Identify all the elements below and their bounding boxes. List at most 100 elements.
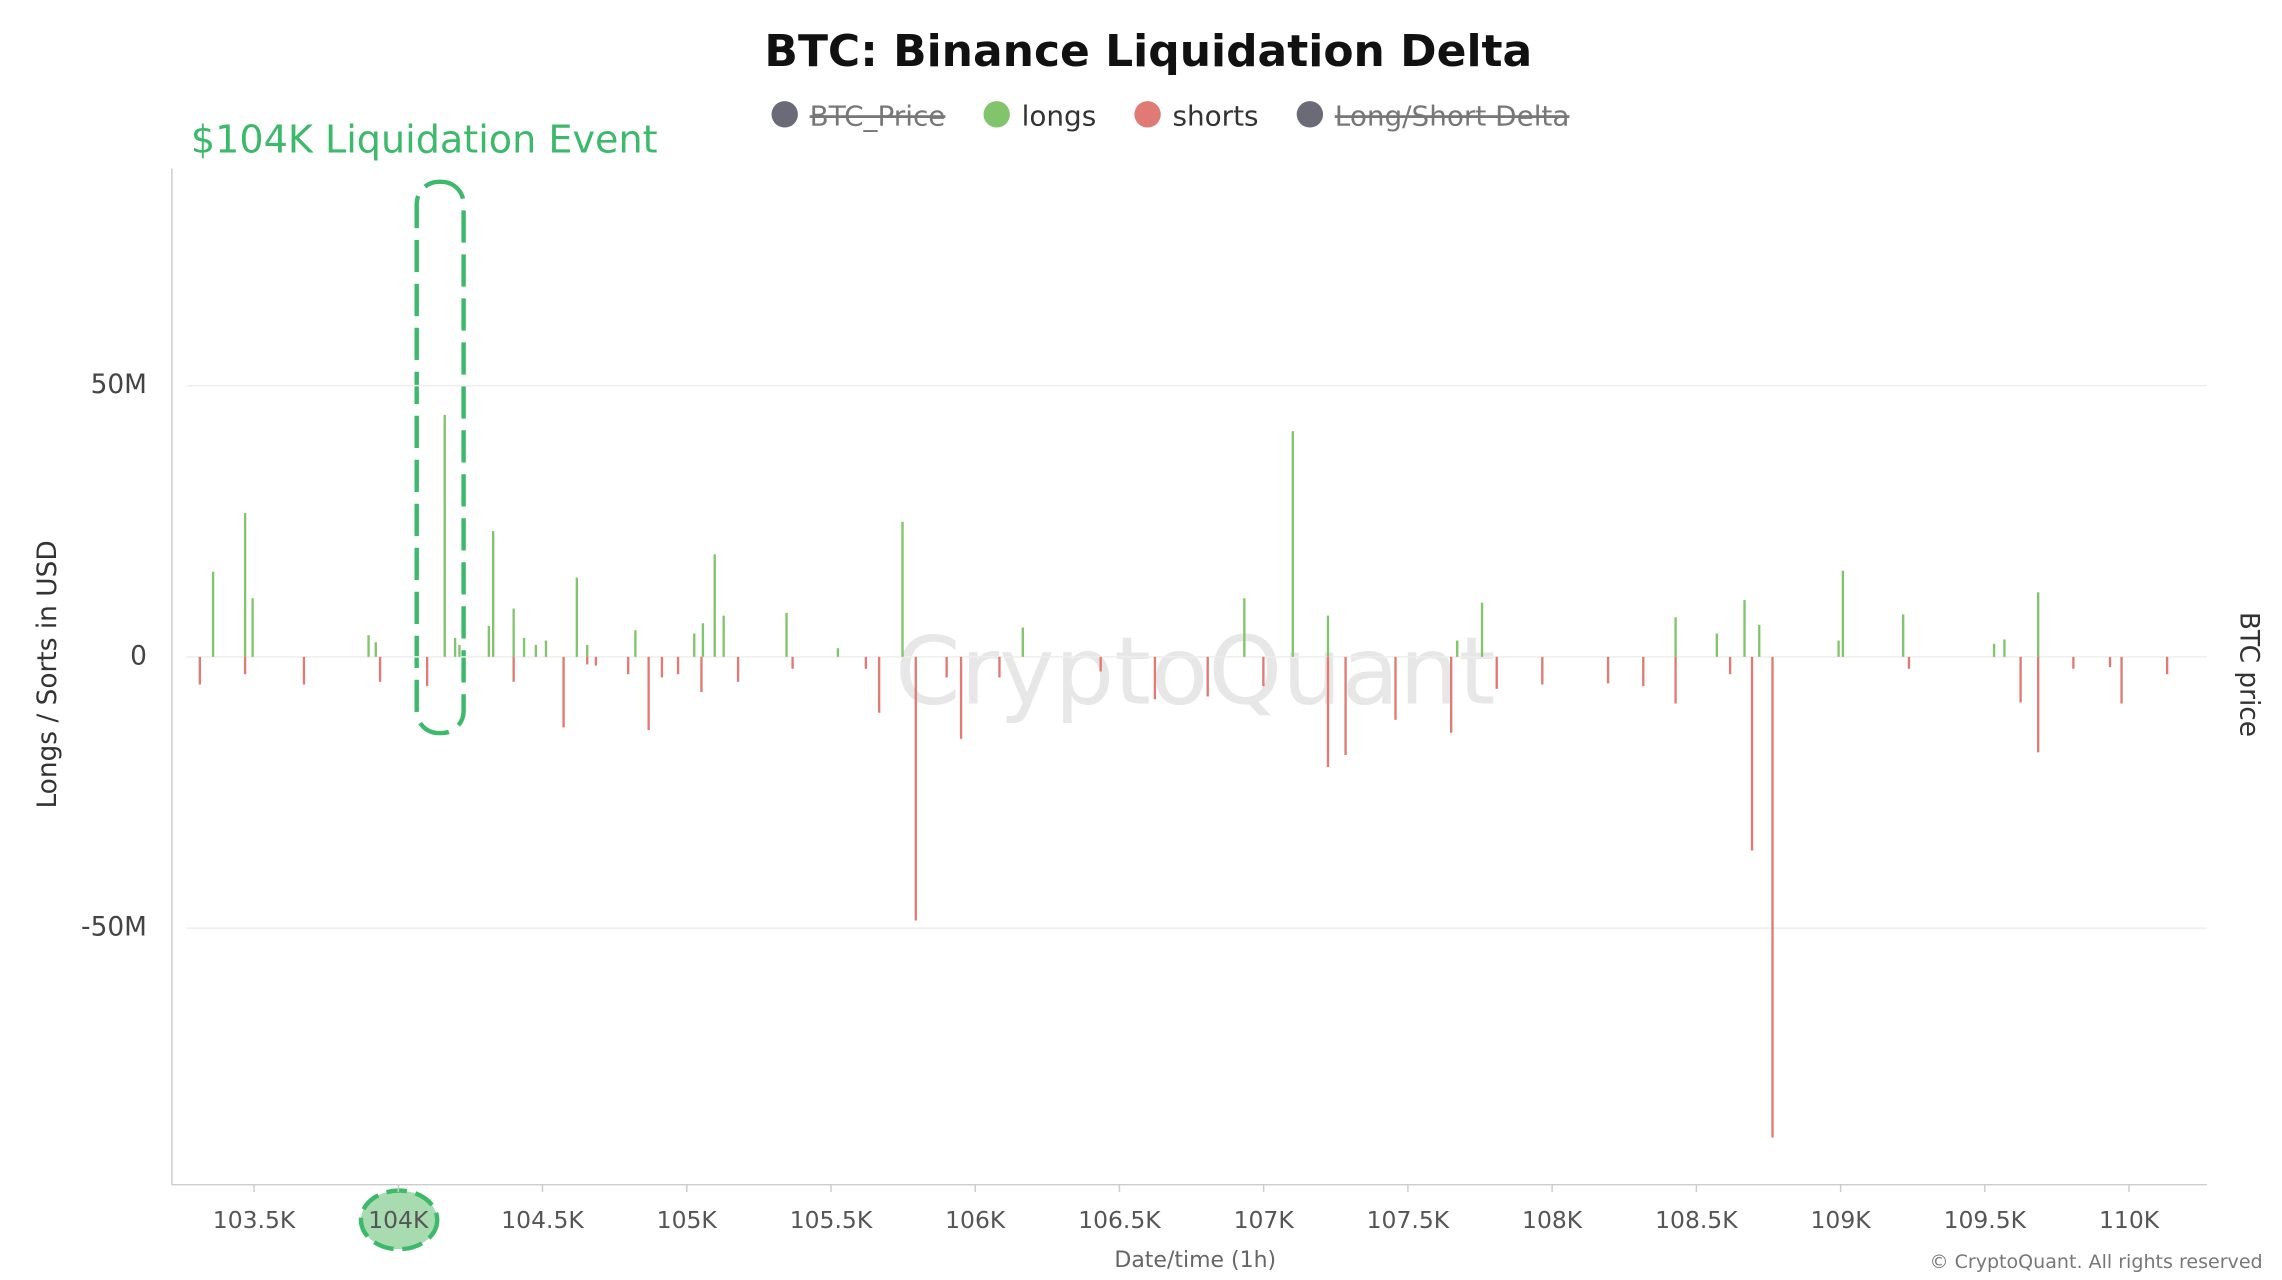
bar — [544, 640, 548, 657]
legend-label: Long/Short Delta — [1335, 99, 1570, 132]
legend-marker — [1296, 101, 1324, 128]
legend-label: longs — [1022, 99, 1097, 132]
bar — [1606, 656, 1610, 684]
bar — [785, 612, 788, 657]
x-axis-title: Date/time (1h) — [1114, 1248, 1276, 1273]
bar — [243, 656, 247, 675]
x-tick-label: 107.5K — [1367, 1206, 1450, 1234]
bar — [836, 648, 840, 657]
highlight-box — [414, 179, 466, 736]
bar — [302, 656, 306, 685]
bar — [1728, 656, 1732, 675]
bar — [627, 656, 630, 675]
bar — [1206, 656, 1209, 697]
bar — [512, 608, 515, 657]
bar — [492, 530, 495, 657]
bar — [2072, 656, 2075, 669]
bar — [1758, 624, 1761, 657]
bar — [487, 625, 491, 657]
bar — [534, 644, 538, 657]
bar — [586, 644, 589, 657]
bar — [1449, 656, 1453, 733]
bar — [791, 656, 794, 669]
bar — [1841, 570, 1845, 657]
bar — [458, 644, 461, 657]
bar — [2037, 592, 2040, 657]
bar — [453, 637, 457, 657]
chart-title: BTC: Binance Liquidation Delta — [764, 26, 1532, 77]
bar — [1291, 431, 1294, 657]
watermark: CryptoQuant — [895, 617, 1495, 726]
legend-marker — [1134, 101, 1161, 128]
y-tick-label: 0 — [130, 641, 147, 671]
bar — [676, 656, 680, 675]
bar — [1541, 656, 1544, 685]
x-tick-label: 107K — [1234, 1206, 1295, 1234]
bar — [575, 577, 579, 657]
bar — [1153, 656, 1157, 700]
bar — [877, 656, 881, 713]
y-tick-label: 50M — [91, 370, 147, 400]
x-tick-label: 109K — [1811, 1206, 1872, 1234]
bar — [1837, 640, 1840, 657]
x-tick-label: 103.5K — [213, 1206, 296, 1234]
bar — [512, 656, 515, 682]
x-tick-label: 105K — [657, 1206, 718, 1234]
bar — [522, 637, 526, 657]
legend-marker — [771, 101, 798, 128]
bar — [2120, 656, 2123, 704]
bar — [959, 656, 963, 739]
y-axis-title: Longs / Sorts in USD — [33, 540, 63, 808]
bar — [1750, 656, 1754, 851]
legend-label: shorts — [1172, 99, 1258, 132]
bar — [1326, 656, 1330, 767]
bar — [425, 656, 429, 687]
bar — [1480, 602, 1484, 657]
bar — [1394, 656, 1397, 720]
legend-marker — [983, 101, 1010, 128]
x-tick-label: 108.5K — [1655, 1206, 1738, 1234]
bar — [443, 414, 446, 657]
bar — [864, 656, 868, 669]
bar — [1243, 598, 1246, 657]
bar — [634, 630, 637, 657]
bar — [701, 623, 705, 657]
bar — [722, 615, 725, 657]
bar — [647, 656, 650, 731]
bar — [562, 656, 565, 728]
bar — [736, 656, 740, 682]
bar — [1456, 640, 1459, 657]
x-tick-label: 106.5K — [1078, 1206, 1161, 1234]
bar — [1674, 617, 1677, 657]
x-tick-label: 104K — [368, 1206, 429, 1234]
bar — [1262, 656, 1265, 687]
bar — [998, 656, 1001, 678]
bar — [2108, 656, 2112, 668]
bar — [1344, 656, 1347, 756]
bar — [2037, 656, 2040, 753]
bar — [586, 656, 589, 665]
bar — [367, 635, 370, 657]
bar — [1743, 599, 1746, 657]
bar — [198, 656, 201, 685]
bar — [1992, 643, 1996, 657]
bar — [901, 521, 904, 657]
highlight-tick — [358, 1188, 440, 1252]
bar — [211, 571, 215, 657]
bar — [1674, 656, 1677, 704]
bar — [1495, 656, 1498, 689]
bar — [1326, 615, 1330, 657]
bar — [374, 642, 377, 657]
bar — [1642, 656, 1645, 687]
y-tick-label: -50M — [81, 913, 147, 943]
bar — [2003, 639, 2006, 657]
x-tick-label: 104.5K — [501, 1206, 584, 1234]
bar — [713, 554, 716, 657]
footer: © CryptoQuant. All rights reserved — [1929, 1251, 2262, 1273]
bar — [914, 656, 917, 921]
bar — [693, 633, 696, 657]
bar — [2019, 656, 2022, 703]
bar — [945, 656, 948, 678]
